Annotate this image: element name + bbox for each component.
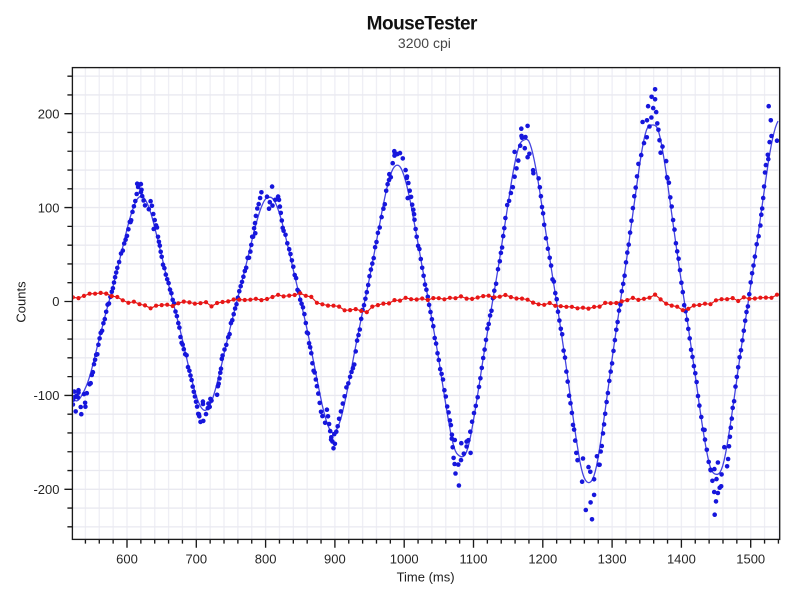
svg-text:700: 700 [185,551,207,566]
svg-text:900: 900 [324,551,346,566]
svg-text:MouseTester: MouseTester [367,14,478,35]
svg-text:1400: 1400 [667,551,696,566]
svg-text:Counts: Counts [14,281,29,323]
svg-text:1200: 1200 [528,551,557,566]
svg-text:-100: -100 [33,388,59,403]
svg-text:1000: 1000 [390,551,419,566]
svg-text:0: 0 [52,294,59,309]
svg-text:-200: -200 [33,482,59,497]
svg-text:3200 cpi: 3200 cpi [398,35,451,51]
svg-text:1500: 1500 [736,551,765,566]
svg-text:1300: 1300 [598,551,627,566]
svg-text:100: 100 [38,200,60,215]
svg-text:1100: 1100 [460,551,488,566]
svg-text:Time (ms): Time (ms) [397,570,455,585]
svg-text:600: 600 [116,551,138,566]
svg-text:800: 800 [255,551,277,566]
svg-text:200: 200 [38,106,60,121]
